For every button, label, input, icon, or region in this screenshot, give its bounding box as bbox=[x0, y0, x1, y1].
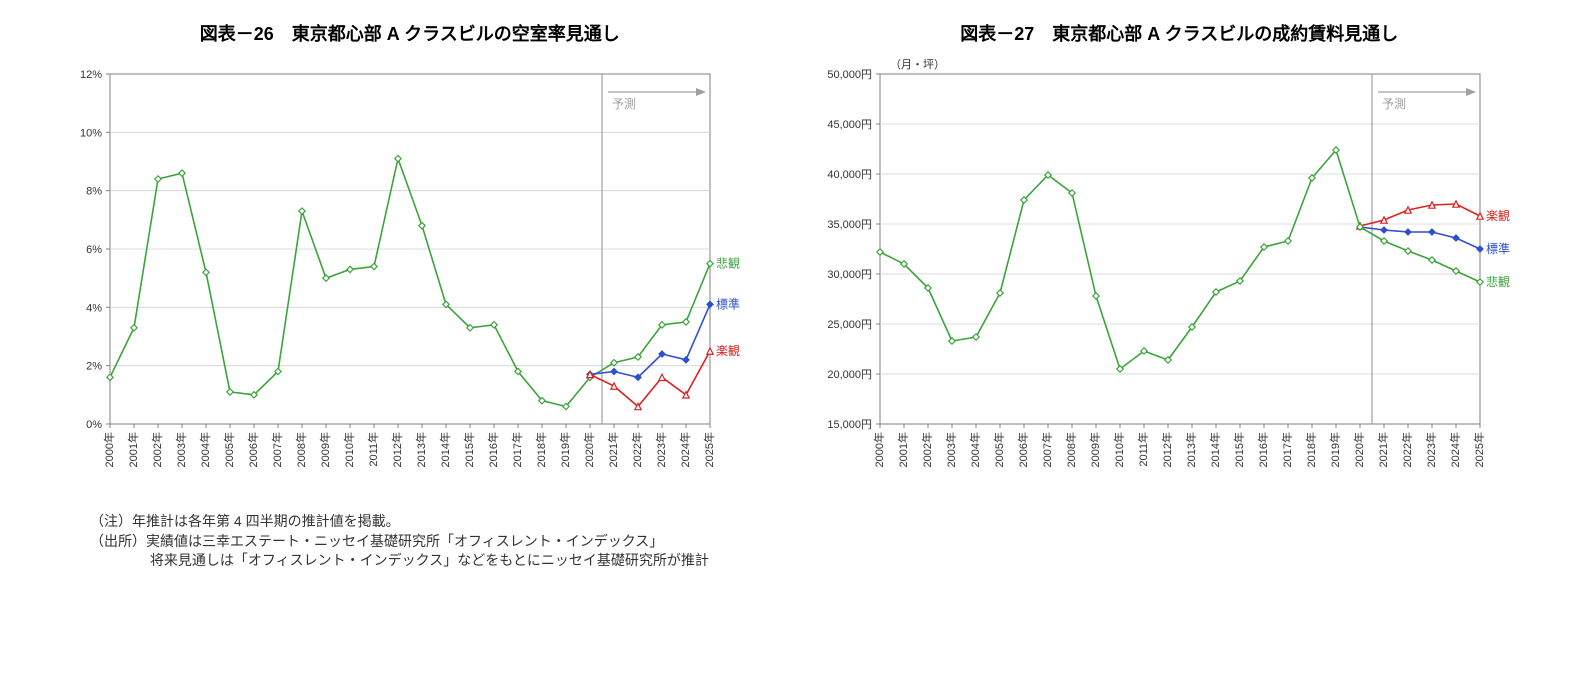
svg-text:2003年: 2003年 bbox=[174, 432, 188, 467]
svg-text:2000年: 2000年 bbox=[102, 432, 116, 467]
footnote-line: （出所）実績値は三幸エステート・ニッセイ基礎研究所「オフィスレント・インデックス… bbox=[90, 532, 1549, 552]
svg-text:10%: 10% bbox=[80, 127, 102, 139]
svg-text:2004年: 2004年 bbox=[967, 432, 981, 467]
svg-text:2001年: 2001年 bbox=[126, 432, 140, 467]
svg-text:2009年: 2009年 bbox=[318, 432, 332, 467]
svg-text:2013年: 2013年 bbox=[414, 432, 428, 467]
svg-text:標準: 標準 bbox=[1486, 241, 1510, 256]
svg-text:2020年: 2020年 bbox=[1351, 432, 1365, 467]
svg-text:2002年: 2002年 bbox=[919, 432, 933, 467]
svg-text:35,000円: 35,000円 bbox=[827, 219, 872, 231]
svg-text:2005年: 2005年 bbox=[222, 432, 236, 467]
svg-text:2019年: 2019年 bbox=[1327, 432, 1341, 467]
svg-text:2021年: 2021年 bbox=[606, 432, 620, 467]
svg-text:2014年: 2014年 bbox=[1207, 432, 1221, 467]
svg-text:2008年: 2008年 bbox=[1063, 432, 1077, 467]
svg-text:4%: 4% bbox=[86, 302, 102, 314]
chart-left-block: 図表－26 東京都心部 A クラスビルの空室率見通し 0% 2% 4% 6% 8% 10%… bbox=[40, 20, 780, 494]
svg-text:25,000円: 25,000円 bbox=[827, 319, 872, 331]
svg-text:悲観: 悲観 bbox=[716, 256, 740, 271]
charts-row: 図表－26 東京都心部 A クラスビルの空室率見通し 0% 2% 4% 6% 8% 10%… bbox=[40, 20, 1549, 494]
svg-text:2015年: 2015年 bbox=[1231, 432, 1245, 467]
svg-text:2011年: 2011年 bbox=[366, 432, 380, 467]
svg-text:2010年: 2010年 bbox=[1111, 432, 1125, 467]
svg-text:8%: 8% bbox=[86, 186, 102, 198]
svg-text:2003年: 2003年 bbox=[943, 432, 957, 467]
chart-left-canvas: 0% 2% 4% 6% 8% 10% 12% 2000年 2001年 2002年 2003年 2004… bbox=[40, 54, 780, 494]
svg-text:（月・坪）: （月・坪） bbox=[890, 58, 945, 71]
svg-text:2005年: 2005年 bbox=[991, 432, 1005, 467]
svg-text:悲観: 悲観 bbox=[1486, 274, 1510, 289]
svg-text:2017年: 2017年 bbox=[1279, 432, 1293, 467]
svg-text:2006年: 2006年 bbox=[1015, 432, 1029, 467]
svg-text:6%: 6% bbox=[86, 244, 102, 256]
svg-text:2%: 2% bbox=[86, 361, 102, 373]
svg-text:20,000円: 20,000円 bbox=[827, 369, 872, 381]
svg-text:2019年: 2019年 bbox=[558, 432, 572, 467]
svg-text:2015年: 2015年 bbox=[462, 432, 476, 467]
svg-text:予測: 予測 bbox=[612, 97, 636, 111]
svg-text:2016年: 2016年 bbox=[486, 432, 500, 467]
footnotes: （注）年推計は各年第 4 四半期の推計値を掲載。 （出所）実績値は三幸エステート… bbox=[40, 512, 1549, 571]
svg-text:2018年: 2018年 bbox=[1303, 432, 1317, 467]
footnote-line: 将来見通しは「オフィスレント・インデックス」などをもとにニッセイ基礎研究所が推計 bbox=[90, 551, 1549, 571]
svg-text:15,000円: 15,000円 bbox=[827, 419, 872, 431]
svg-text:2018年: 2018年 bbox=[534, 432, 548, 467]
svg-text:2012年: 2012年 bbox=[1159, 432, 1173, 467]
svg-text:2024年: 2024年 bbox=[678, 432, 692, 467]
svg-text:予測: 予測 bbox=[1382, 97, 1406, 111]
svg-text:2014年: 2014年 bbox=[438, 432, 452, 467]
chart-right-canvas: （月・坪） 15,000円 20,000円 25,000円 30,000円 35,000円… bbox=[810, 54, 1550, 494]
svg-text:2023年: 2023年 bbox=[654, 432, 668, 467]
svg-text:12%: 12% bbox=[80, 69, 102, 81]
svg-text:0%: 0% bbox=[86, 419, 102, 431]
svg-text:2013年: 2013年 bbox=[1183, 432, 1197, 467]
svg-text:楽観: 楽観 bbox=[716, 344, 740, 358]
svg-text:2007年: 2007年 bbox=[1039, 432, 1053, 467]
svg-text:2017年: 2017年 bbox=[510, 432, 524, 467]
svg-text:2008年: 2008年 bbox=[294, 432, 308, 467]
svg-text:2010年: 2010年 bbox=[342, 432, 356, 467]
svg-text:2001年: 2001年 bbox=[895, 432, 909, 467]
svg-text:2007年: 2007年 bbox=[270, 432, 284, 467]
svg-text:楽観: 楽観 bbox=[1486, 209, 1510, 223]
svg-text:2004年: 2004年 bbox=[198, 432, 212, 467]
svg-text:2000年: 2000年 bbox=[871, 432, 885, 467]
svg-text:2023年: 2023年 bbox=[1423, 432, 1437, 467]
svg-text:2011年: 2011年 bbox=[1135, 432, 1149, 467]
footnote-line: （注）年推計は各年第 4 四半期の推計値を掲載。 bbox=[90, 512, 1549, 532]
svg-text:45,000円: 45,000円 bbox=[827, 119, 872, 131]
svg-text:2006年: 2006年 bbox=[246, 432, 260, 467]
svg-text:標準: 標準 bbox=[716, 296, 740, 311]
svg-text:2009年: 2009年 bbox=[1087, 432, 1101, 467]
svg-text:2012年: 2012年 bbox=[390, 432, 404, 467]
svg-text:2022年: 2022年 bbox=[1399, 432, 1413, 467]
svg-text:2025年: 2025年 bbox=[1471, 432, 1485, 467]
chart-left-title: 図表－26 東京都心部 A クラスビルの空室率見通し bbox=[40, 20, 780, 46]
svg-text:2020年: 2020年 bbox=[582, 432, 596, 467]
svg-text:2016年: 2016年 bbox=[1255, 432, 1269, 467]
svg-text:2022年: 2022年 bbox=[630, 432, 644, 467]
svg-text:30,000円: 30,000円 bbox=[827, 269, 872, 281]
svg-text:2025年: 2025年 bbox=[702, 432, 716, 467]
svg-text:2002年: 2002年 bbox=[150, 432, 164, 467]
svg-text:40,000円: 40,000円 bbox=[827, 169, 872, 181]
svg-text:2024年: 2024年 bbox=[1447, 432, 1461, 467]
svg-text:50,000円: 50,000円 bbox=[827, 69, 872, 81]
chart-right-title: 図表－27 東京都心部 A クラスビルの成約賃料見通し bbox=[810, 20, 1550, 46]
chart-right-block: 図表－27 東京都心部 A クラスビルの成約賃料見通し （月・坪） 15,000円… bbox=[810, 20, 1550, 494]
svg-text:2021年: 2021年 bbox=[1375, 432, 1389, 467]
